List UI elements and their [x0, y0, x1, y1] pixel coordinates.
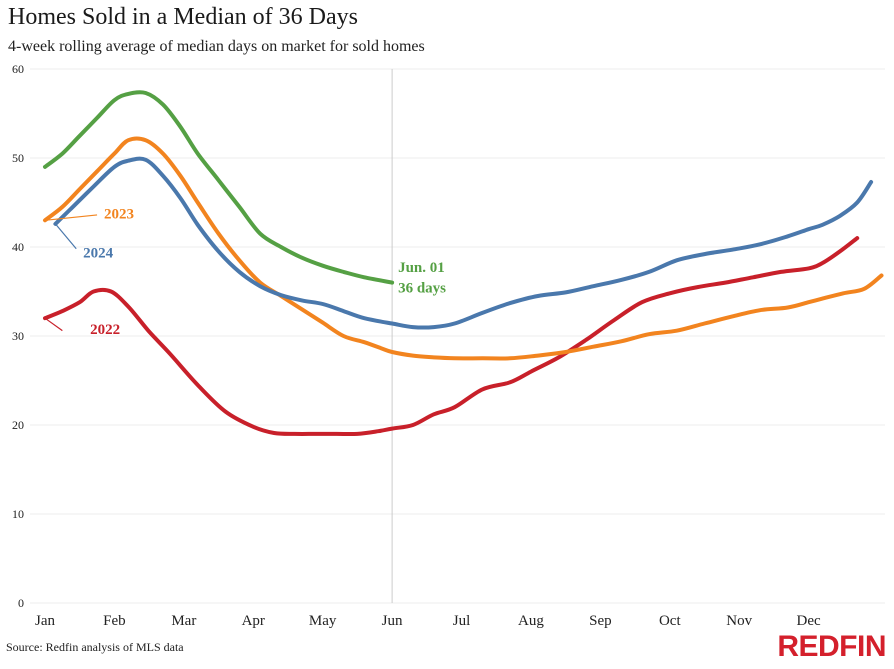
x-tick-label-jan: Jan: [35, 613, 55, 629]
y-axis: 0 10 20 30 40 50 60: [12, 62, 24, 610]
x-tick-label-sep: Sep: [589, 613, 612, 629]
x-tick-label-aug: Aug: [518, 613, 544, 629]
y-tick-label: 40: [12, 240, 24, 254]
series-line-2022: [43, 236, 860, 437]
x-tick-label-dec: Dec: [797, 613, 821, 629]
series-label-2024: 2024: [83, 246, 114, 262]
x-tick-label-oct: Oct: [659, 613, 681, 629]
y-tick-label: 30: [12, 329, 24, 343]
leader-line-2022: [44, 317, 63, 332]
leader-line-2023: [44, 214, 98, 221]
series-label-2022: 2022: [90, 322, 120, 338]
chart-subtitle: 4-week rolling average of median days on…: [8, 38, 425, 55]
series-line-2023: [43, 136, 884, 361]
series-line-2024: [53, 156, 874, 330]
grid: [30, 68, 885, 604]
annotation-date: Jun. 01: [398, 260, 445, 276]
leader-line-2024: [54, 223, 77, 250]
annotation-value: 36 days: [398, 280, 446, 296]
x-tick-label-may: May: [309, 613, 337, 629]
x-tick-label-jun: Jun: [382, 613, 403, 629]
series-line-2025: [43, 90, 395, 285]
series-labels: 2022 2023 2024: [44, 207, 134, 338]
x-tick-label-mar: Mar: [171, 613, 196, 629]
x-tick-label-feb: Feb: [103, 613, 126, 629]
annotation: Jun. 01 36 days: [398, 260, 446, 296]
y-tick-label: 50: [12, 151, 24, 165]
y-tick-label: 60: [12, 62, 24, 76]
source-note: Source: Redfin analysis of MLS data: [6, 640, 184, 654]
series-lines: [43, 90, 884, 437]
x-tick-label-apr: Apr: [242, 613, 265, 629]
redfin-logo: REDFIN: [777, 630, 886, 663]
series-label-2023: 2023: [104, 207, 134, 223]
x-axis: Jan Feb Mar Apr May Jun Jul Aug Sep Oct Nov Dec: [35, 613, 821, 629]
y-tick-label: 0: [18, 596, 24, 610]
x-tick-label-nov: Nov: [726, 613, 752, 629]
y-tick-label: 10: [12, 507, 24, 521]
chart-title: Homes Sold in a Median of 36 Days: [8, 4, 358, 30]
x-tick-label-jul: Jul: [453, 613, 471, 629]
y-tick-label: 20: [12, 418, 24, 432]
